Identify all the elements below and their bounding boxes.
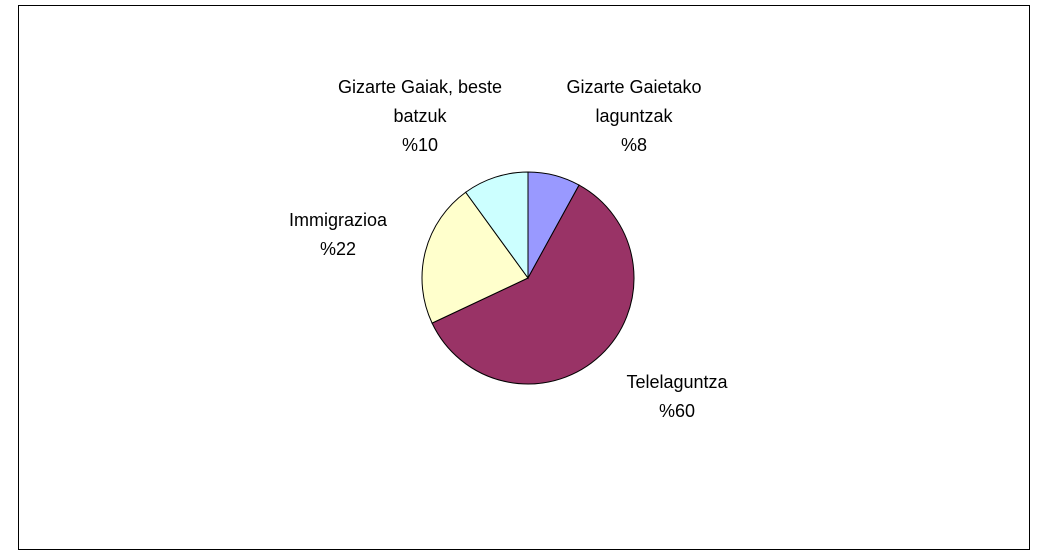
slice-label: Immigrazioa %22 [238,206,438,264]
value-label: %60 [658,401,696,421]
pie-slice [464,171,529,280]
value-label: %10 [401,135,439,155]
slice-label: Gizarte Gaietako laguntzak %8 [534,73,734,160]
value-label: %22 [319,239,357,259]
slice-label: Telelaguntza %60 [577,368,777,426]
category-name: Immigrazioa [288,210,388,230]
slice-label: Gizarte Gaiak, beste batzuk %10 [335,73,505,160]
category-name: Gizarte Gaietako laguntzak [566,77,702,126]
pie-slice [421,191,529,324]
category-name: Telelaguntza [626,372,728,392]
category-name: Gizarte Gaiak, beste batzuk [337,77,503,126]
value-label: %8 [620,135,647,155]
pie-slice [431,184,635,385]
